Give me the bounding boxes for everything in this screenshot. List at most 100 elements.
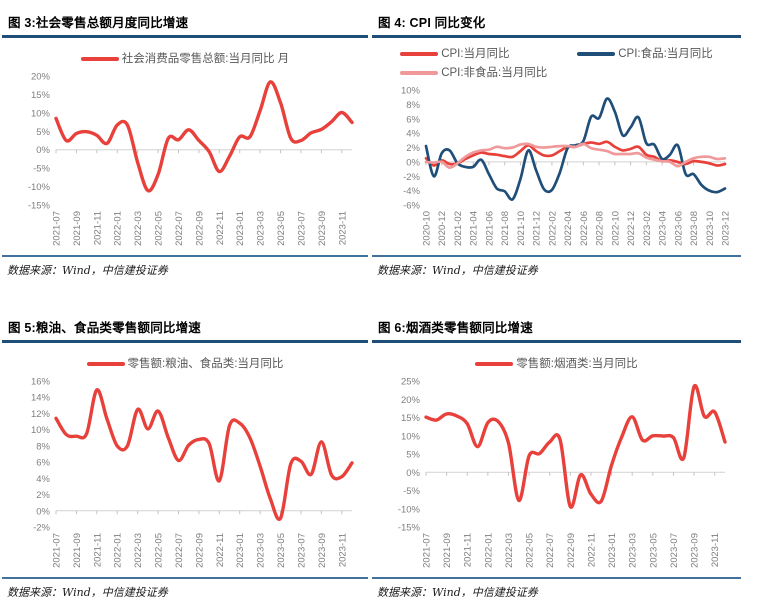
- y-axis-label: 2%: [406, 143, 420, 154]
- x-axis-label: 2023-08: [689, 211, 700, 246]
- x-axis-label: 2023-11: [337, 533, 348, 567]
- y-axis-label: 10%: [31, 425, 51, 436]
- y-axis-label: 2%: [36, 490, 50, 501]
- y-axis-label: 0%: [406, 467, 420, 478]
- legend-label: CPI:食品:当月同比: [618, 47, 713, 60]
- x-axis-label: 2023-02: [642, 211, 653, 246]
- x-axis-label: 2023-10: [705, 211, 716, 246]
- y-axis-label: -5%: [33, 163, 50, 174]
- x-axis-label: 2023-01: [235, 533, 246, 568]
- series-line: [424, 96, 727, 201]
- x-axis-label: 2022-05: [154, 211, 165, 246]
- legend-label: 零售额:烟酒类:当月同比: [516, 357, 638, 370]
- legend-label: CPI:非食品:当月同比: [441, 66, 548, 79]
- legend-label: CPI:当月同比: [441, 47, 510, 60]
- x-axis-label: 2023-03: [256, 211, 267, 246]
- x-axis-label: 2021-07: [52, 211, 63, 246]
- title-divider: [2, 35, 368, 38]
- x-axis-label: 2023-05: [276, 533, 287, 568]
- y-axis-label: -4%: [403, 186, 420, 197]
- y-axis-label: 8%: [406, 99, 420, 110]
- y-axis-label: 0%: [36, 145, 50, 156]
- x-axis-label: 2021-09: [442, 533, 453, 568]
- y-axis-label: 8%: [36, 441, 50, 452]
- x-axis-label: 2021-11: [463, 533, 474, 567]
- x-axis-label: 2023-03: [256, 533, 267, 568]
- x-axis-label: 2022-03: [133, 211, 144, 246]
- title-divider: [372, 35, 741, 38]
- x-axis-label: 2023-11: [337, 211, 348, 245]
- legend-line-swatch: [475, 361, 514, 366]
- data-source-note: 数据来源：Wind，中信建投证券: [7, 263, 168, 277]
- x-axis-label: 2021-08: [500, 211, 511, 246]
- x-axis-label: 2022-05: [154, 533, 165, 568]
- y-axis-label: 0%: [406, 157, 420, 168]
- footer-divider: [372, 254, 741, 257]
- figure-panel-4: 图 4: CPI 同比变化 CPI:当月同比 CPI:食品:当月同比 CPI:非食品…: [372, 10, 741, 278]
- legend-item: CPI:食品:当月同比: [577, 46, 713, 62]
- figure-panel-3: 图 3:社会零售总额月度同比增速 社会消费品零售总额:当月同比 月 20% 15%…: [2, 10, 368, 278]
- y-axis-label: 5%: [36, 126, 50, 137]
- figure-title: 图 3:社会零售总额月度同比增速: [8, 16, 189, 30]
- y-axis-label: -10%: [398, 504, 421, 515]
- x-axis-label: 2022-05: [525, 533, 536, 568]
- x-axis-label: 2022-08: [595, 211, 606, 246]
- x-axis-label: 2022-01: [113, 211, 124, 246]
- x-axis-label: 2023-07: [296, 533, 307, 568]
- x-axis-label: 2022-09: [194, 533, 205, 568]
- x-axis-label: 2022-07: [174, 533, 185, 568]
- y-axis-label: 6%: [406, 114, 420, 125]
- y-axis-label: 10%: [401, 431, 421, 442]
- x-axis-label: 2023-09: [317, 211, 328, 246]
- line-chart: 10% 8% 6% 4% 2% 0% -2% -4% -6%2020-10 2020-12 2021…: [401, 85, 732, 246]
- y-axis-label: 4%: [36, 473, 50, 484]
- chart-legend: CPI:当月同比 CPI:食品:当月同比 CPI:非食品:当月同比: [372, 46, 741, 81]
- x-axis-label: 2021-09: [72, 533, 83, 568]
- x-axis-label: 2022-10: [610, 211, 621, 246]
- figure-title: 图 4: CPI 同比变化: [378, 16, 486, 30]
- y-axis-label: 10%: [31, 108, 51, 119]
- y-axis-label: 5%: [406, 449, 420, 460]
- y-axis-label: 14%: [31, 392, 51, 403]
- x-axis-label: 2022-07: [545, 533, 556, 568]
- y-axis-label: -2%: [403, 171, 420, 182]
- legend-line-swatch: [400, 70, 439, 75]
- x-axis-label: 2021-09: [72, 211, 83, 246]
- x-axis-label: 2023-05: [648, 533, 659, 568]
- x-axis-label: 2022-09: [566, 533, 577, 568]
- legend-line-swatch: [86, 361, 125, 366]
- x-axis-label: 2021-06: [484, 211, 495, 246]
- legend-item: 零售额:粮油、食品类:当月同比: [86, 356, 283, 372]
- x-axis-label: 2023-01: [607, 533, 618, 568]
- x-axis-label: 2021-10: [516, 211, 527, 246]
- legend-item: CPI:当月同比: [400, 46, 547, 62]
- x-axis-label: 2022-04: [563, 211, 574, 246]
- series-line: [424, 383, 727, 509]
- legend-line-swatch: [80, 56, 119, 61]
- x-axis-label: 2022-11: [215, 211, 226, 245]
- y-axis-label: 20%: [401, 394, 421, 405]
- y-axis-label: 15%: [401, 413, 421, 424]
- y-axis-label: 12%: [31, 408, 51, 419]
- y-axis-label: 6%: [36, 457, 50, 468]
- line-chart: 25% 20% 15% 10% 5% 0% -5% -10% -15%2021-07 2021-0…: [398, 376, 727, 568]
- x-axis-label: 2023-07: [296, 211, 307, 246]
- y-axis-label: 16%: [31, 376, 51, 387]
- x-axis-label: 2022-03: [133, 533, 144, 568]
- x-axis-label: 2022-03: [504, 533, 515, 568]
- x-axis-label: 2023-12: [721, 211, 732, 246]
- footer-divider: [2, 254, 368, 257]
- chart-legend: 社会消费品零售总额:当月同比 月: [2, 51, 368, 67]
- title-divider: [372, 340, 741, 343]
- x-axis-label: 2023-09: [317, 533, 328, 568]
- x-axis-label: 2023-07: [669, 533, 680, 568]
- footer-divider: [2, 576, 368, 579]
- y-axis-label: 15%: [31, 89, 51, 100]
- data-source-note: 数据来源：Wind，中信建投证券: [377, 585, 538, 599]
- figure-title: 图 6:烟酒类零售额同比增速: [378, 321, 533, 335]
- x-axis-label: 2020-12: [437, 211, 448, 246]
- y-axis-label: -2%: [33, 522, 50, 533]
- series-line: [54, 387, 354, 521]
- x-axis-label: 2023-04: [658, 211, 669, 246]
- y-axis-label: -15%: [28, 200, 51, 211]
